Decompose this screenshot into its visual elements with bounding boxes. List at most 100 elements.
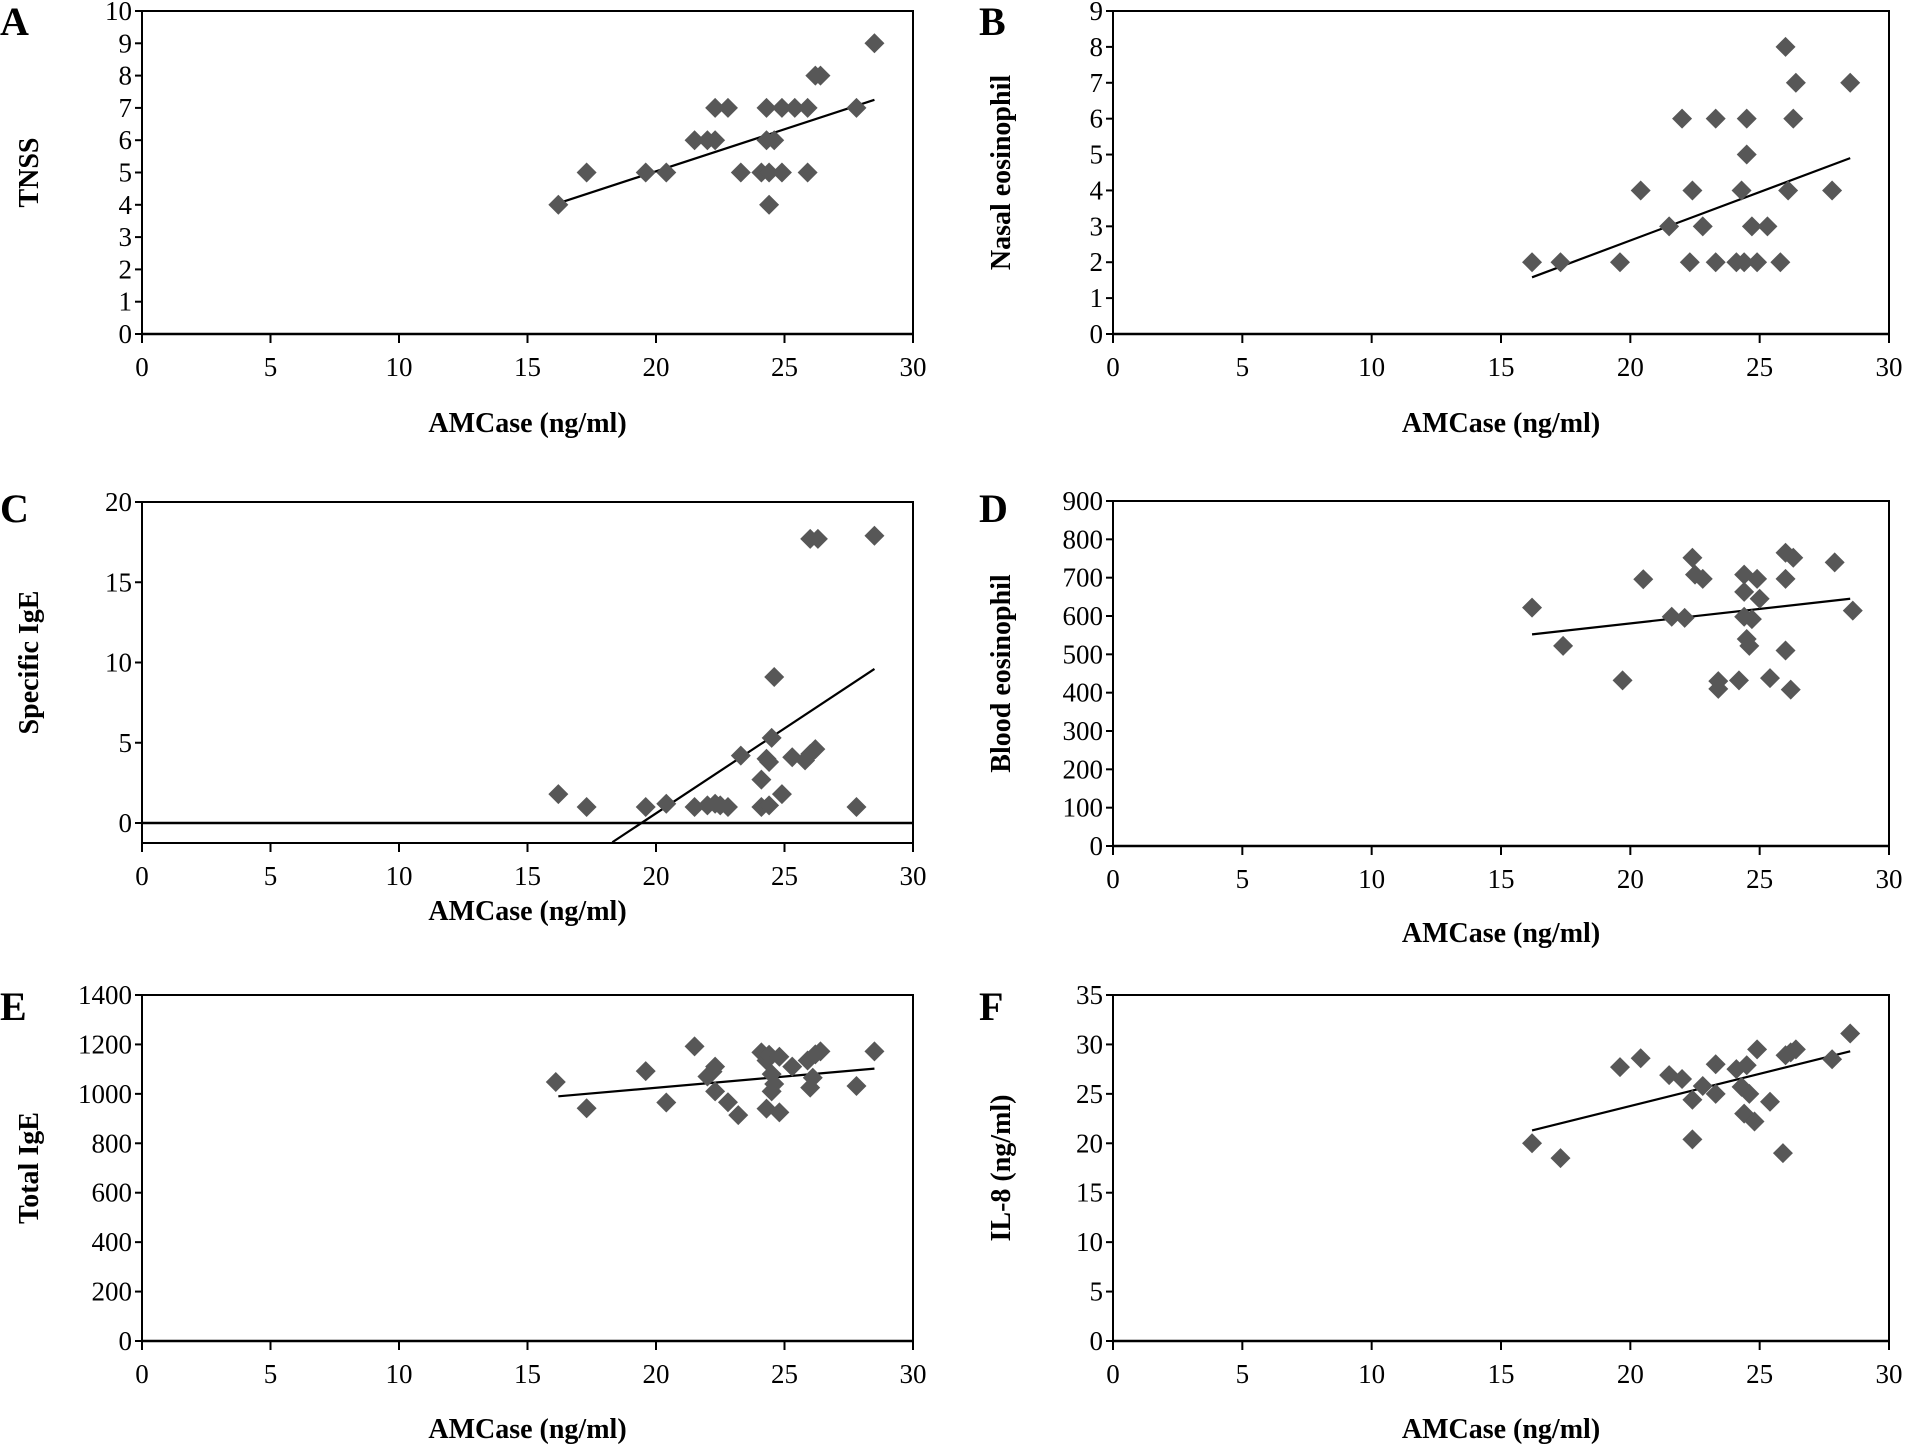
data-point	[576, 1098, 597, 1119]
data-point	[1778, 180, 1799, 201]
data-point	[797, 162, 818, 183]
data-point	[1744, 1111, 1765, 1132]
y-tick-label: 600	[92, 1178, 133, 1208]
y-tick-label: 10	[105, 0, 132, 26]
y-tick-label: 3	[119, 222, 133, 252]
y-tick-label: 0	[1090, 319, 1104, 349]
x-tick-label: 30	[900, 861, 927, 891]
x-axis-title: AMCase (ng/ml)	[1402, 408, 1600, 439]
y-tick-label: 0	[1090, 1326, 1104, 1356]
data-point	[1770, 252, 1791, 273]
x-tick-label: 5	[1236, 352, 1250, 382]
data-point	[1822, 1049, 1843, 1070]
x-tick-label: 30	[1876, 352, 1903, 382]
plot-frame	[141, 994, 914, 1342]
panel-letter: E	[0, 984, 27, 1029]
trend-line	[1531, 1050, 1851, 1132]
data-point	[759, 194, 780, 215]
data-point	[1842, 600, 1863, 621]
y-tick-label: 700	[1063, 563, 1104, 593]
data-point	[717, 97, 738, 118]
data-point	[805, 739, 826, 760]
x-tick-label: 0	[1106, 1359, 1120, 1389]
panel-letter: B	[979, 0, 1006, 44]
data-point	[769, 1102, 790, 1123]
data-point	[1705, 252, 1726, 273]
y-tick-label: 6	[1090, 104, 1104, 134]
y-tick-label: 200	[1063, 754, 1104, 784]
y-axis-title: Blood eosinophil	[986, 574, 1017, 773]
y-tick-label: 25	[1076, 1079, 1103, 1109]
x-tick-label: 25	[771, 861, 798, 891]
data-point	[1682, 1089, 1703, 1110]
data-point	[846, 97, 867, 118]
data-point	[1630, 1048, 1651, 1069]
x-tick-label: 5	[264, 352, 278, 382]
y-tick-label: 3	[1090, 211, 1104, 241]
panel-b: B 0 1 2 3 4 5 6 7 8 9 0 5 10 15 20 25 30 AMCase (ng/ml) Nas…	[979, 0, 1903, 439]
panel-e: E 0 200 400 600 800 1000 1200 1400 0 5 10 15 20 25 30 AM…	[0, 980, 927, 1445]
data-point	[1682, 180, 1703, 201]
data-point	[864, 525, 885, 546]
y-tick-label: 5	[1090, 1277, 1104, 1307]
y-tick-label: 1200	[78, 1029, 132, 1059]
x-tick-label: 25	[1746, 1359, 1773, 1389]
y-tick-label: 7	[119, 93, 133, 123]
data-point	[756, 97, 777, 118]
y-tick-label: 800	[1063, 524, 1104, 554]
data-point	[864, 1041, 885, 1062]
x-tick-label: 5	[264, 861, 278, 891]
x-tick-label: 30	[1876, 1359, 1903, 1389]
x-tick-label: 15	[514, 352, 541, 382]
y-tick-label: 100	[1063, 793, 1104, 823]
x-tick-label: 0	[1106, 864, 1120, 894]
y-tick-label: 0	[1090, 831, 1104, 861]
data-point	[759, 795, 780, 816]
panel-letter: C	[0, 486, 29, 531]
x-tick-label: 10	[386, 1359, 413, 1389]
y-axis-title: IL-8 (ng/ml)	[986, 1095, 1017, 1242]
data-point	[656, 1092, 677, 1113]
panel-d: D 0 100 200 300 400 500 600 700 800 900 0 5 10 15 20 25 3…	[979, 486, 1903, 949]
data-point	[1692, 568, 1713, 589]
data-point	[1630, 180, 1651, 201]
x-tick-label: 30	[900, 1359, 927, 1389]
panel-letter: F	[979, 984, 1003, 1029]
data-point	[1692, 216, 1713, 237]
x-tick-label: 20	[643, 1359, 670, 1389]
x-axis-title: AMCase (ng/ml)	[428, 1414, 626, 1445]
data-point	[1734, 252, 1755, 273]
y-tick-label: 0	[119, 808, 133, 838]
data-point	[1522, 1133, 1543, 1154]
data-point	[771, 162, 792, 183]
y-tick-label: 10	[105, 648, 132, 678]
y-axis-title: Total IgE	[14, 1112, 45, 1224]
y-tick-label: 1	[119, 287, 133, 317]
y-tick-label: 1	[1090, 283, 1104, 313]
data-point	[1772, 1143, 1793, 1164]
data-point	[1760, 1091, 1781, 1112]
data-point	[705, 130, 726, 151]
data-point	[807, 528, 828, 549]
data-point	[1775, 568, 1796, 589]
x-tick-label: 10	[1358, 1359, 1385, 1389]
x-tick-label: 5	[1236, 864, 1250, 894]
y-tick-label: 300	[1063, 716, 1104, 746]
panel-f: F 0 5 10 15 20 25 30 35 0 5 10 15 20 25 30 AMCase (ng/ml…	[979, 980, 1903, 1445]
y-tick-label: 0	[119, 1326, 133, 1356]
y-tick-label: 1400	[78, 980, 132, 1010]
data-point	[684, 130, 705, 151]
data-point	[802, 1067, 823, 1088]
x-axis-title: AMCase (ng/ml)	[1402, 1414, 1600, 1445]
y-tick-label: 400	[92, 1227, 133, 1257]
x-tick-label: 15	[514, 1359, 541, 1389]
data-point	[1659, 216, 1680, 237]
data-point	[635, 796, 656, 817]
x-axis-title: AMCase (ng/ml)	[428, 896, 626, 927]
data-point	[1785, 1039, 1806, 1060]
trend-line	[1531, 157, 1851, 279]
data-point	[730, 162, 751, 183]
data-point	[1783, 547, 1804, 568]
data-point	[751, 769, 772, 790]
